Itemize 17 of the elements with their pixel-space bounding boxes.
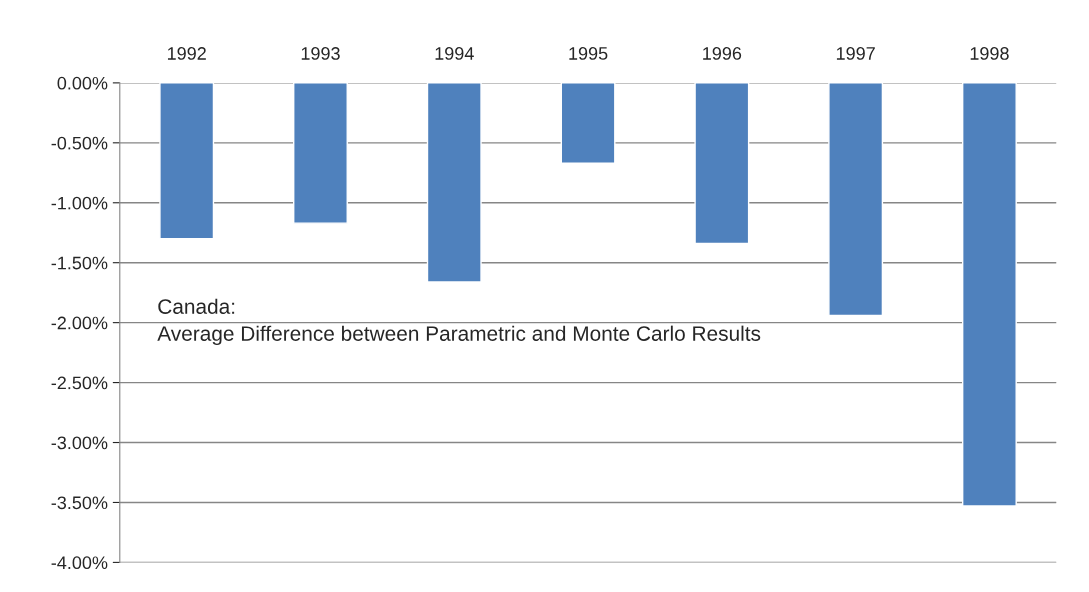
x-tick-label: 1994 (435, 47, 474, 60)
y-tick-label: -3.50% (51, 496, 108, 510)
x-tick-label: 1996 (703, 47, 742, 60)
y-tick-label: -1.50% (51, 256, 108, 270)
y-tick-label: -2.00% (51, 316, 108, 330)
x-tick-label: 1997 (836, 47, 875, 60)
x-tick-label: 1995 (569, 47, 608, 60)
x-tick-label: 1998 (970, 47, 1009, 60)
x-tick-label: 1993 (301, 47, 340, 60)
x-tick-label: 1992 (167, 47, 206, 60)
y-tick-label: 0.00% (57, 76, 108, 90)
y-tick-label: -0.50% (51, 136, 108, 150)
y-tick-label: -4.00% (51, 556, 108, 570)
y-tick-label: -2.50% (51, 376, 108, 390)
y-tick-label: -3.00% (51, 436, 108, 450)
y-tick-label: -1.00% (51, 196, 108, 210)
annotation: Canada: Average Difference between Parametric and Monte Carlo Results (157, 298, 761, 346)
